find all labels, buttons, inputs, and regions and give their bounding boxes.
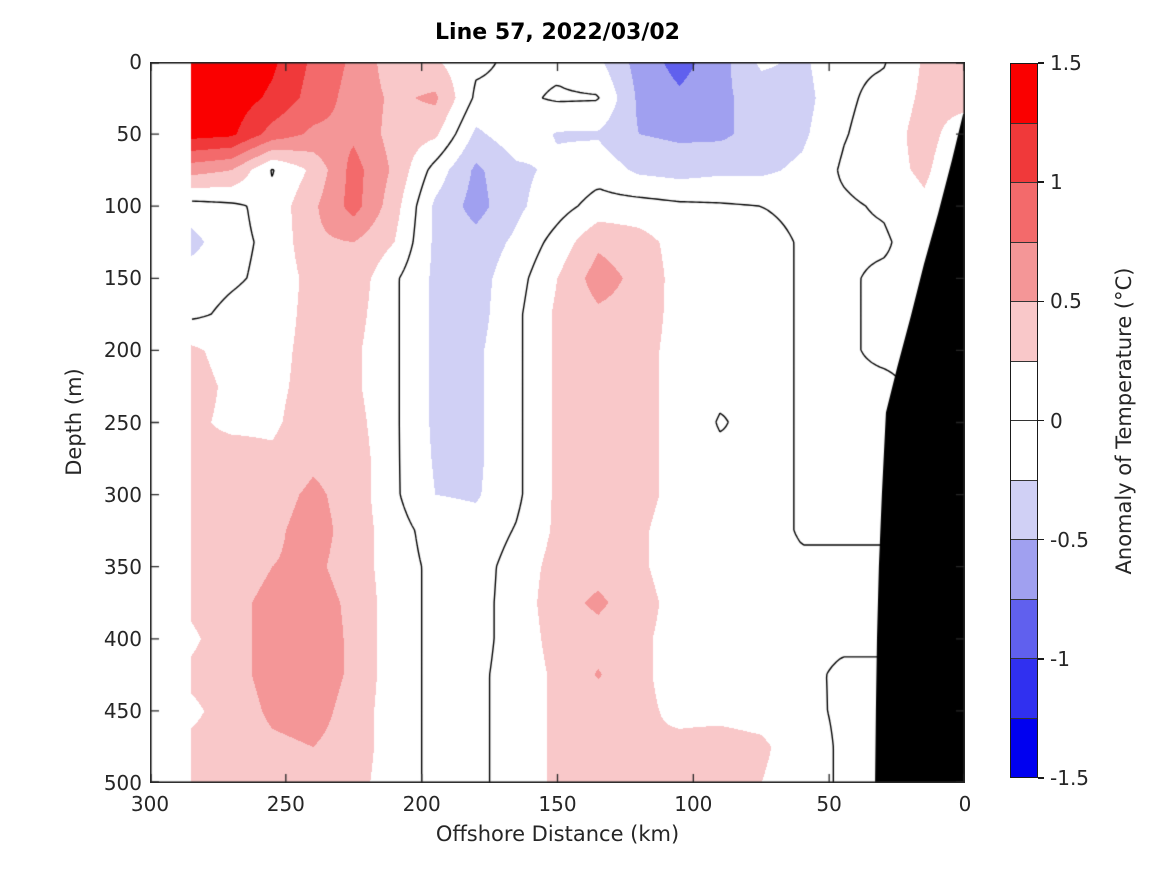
contour-plot-canvas bbox=[150, 62, 965, 783]
y-tick-label: 350 bbox=[103, 554, 142, 579]
y-tick-label: 0 bbox=[129, 50, 142, 74]
colorbar-tick-label: -1.5 bbox=[1050, 766, 1090, 790]
colorbar-segment bbox=[1011, 301, 1037, 361]
colorbar-segment bbox=[1011, 241, 1037, 301]
colorbar-tick-label: 0.5 bbox=[1050, 289, 1082, 314]
y-tick-label: 400 bbox=[103, 626, 142, 651]
colorbar-tick bbox=[1038, 419, 1044, 422]
colorbar-segment bbox=[1011, 539, 1037, 599]
colorbar-tick bbox=[1038, 777, 1044, 779]
y-tick-label: 50 bbox=[116, 122, 142, 147]
colorbar-tick bbox=[1038, 300, 1044, 303]
y-tick-label: 250 bbox=[103, 410, 142, 435]
colorbar-segment bbox=[1011, 122, 1037, 182]
colorbar-tick-label: 1.5 bbox=[1050, 51, 1082, 75]
colorbar-segment bbox=[1011, 64, 1037, 123]
colorbar-tick bbox=[1038, 658, 1044, 660]
page-title: Line 57, 2022/03/02 bbox=[435, 20, 680, 45]
y-tick-label: 300 bbox=[103, 482, 142, 507]
x-tick-label: 0 bbox=[958, 792, 972, 816]
colorbar-segment bbox=[1011, 360, 1037, 420]
colorbar-tick bbox=[1038, 62, 1044, 64]
x-tick-label: 250 bbox=[266, 792, 305, 816]
x-tick-label: 100 bbox=[674, 792, 713, 816]
x-tick-label: 50 bbox=[816, 792, 842, 816]
colorbar-segment bbox=[1011, 182, 1037, 242]
x-tick-label: 150 bbox=[538, 792, 577, 816]
y-tick-label: 100 bbox=[103, 194, 142, 219]
y-tick-label: 500 bbox=[103, 771, 142, 795]
colorbar-segment bbox=[1011, 598, 1037, 658]
colorbar-tick-label: 1 bbox=[1050, 170, 1063, 195]
x-tick-label: 200 bbox=[402, 792, 441, 816]
y-tick-label: 450 bbox=[103, 698, 142, 723]
y-tick-label: 150 bbox=[103, 266, 142, 291]
colorbar-segment bbox=[1011, 479, 1037, 539]
colorbar-tick-label: -1 bbox=[1050, 646, 1070, 671]
colorbar-tick-label: -0.5 bbox=[1050, 527, 1090, 552]
colorbar bbox=[1010, 63, 1038, 778]
y-tick-label: 200 bbox=[103, 338, 142, 363]
colorbar-tick bbox=[1038, 538, 1044, 541]
colorbar-tick-label: 0 bbox=[1050, 408, 1063, 433]
colorbar-segment bbox=[1011, 658, 1037, 718]
colorbar-segment bbox=[1011, 717, 1037, 777]
x-tick-label: 300 bbox=[130, 792, 170, 816]
x-axis-label: Offshore Distance (km) bbox=[435, 822, 680, 846]
colorbar-segment bbox=[1011, 420, 1037, 480]
colorbar-tick bbox=[1038, 181, 1044, 183]
